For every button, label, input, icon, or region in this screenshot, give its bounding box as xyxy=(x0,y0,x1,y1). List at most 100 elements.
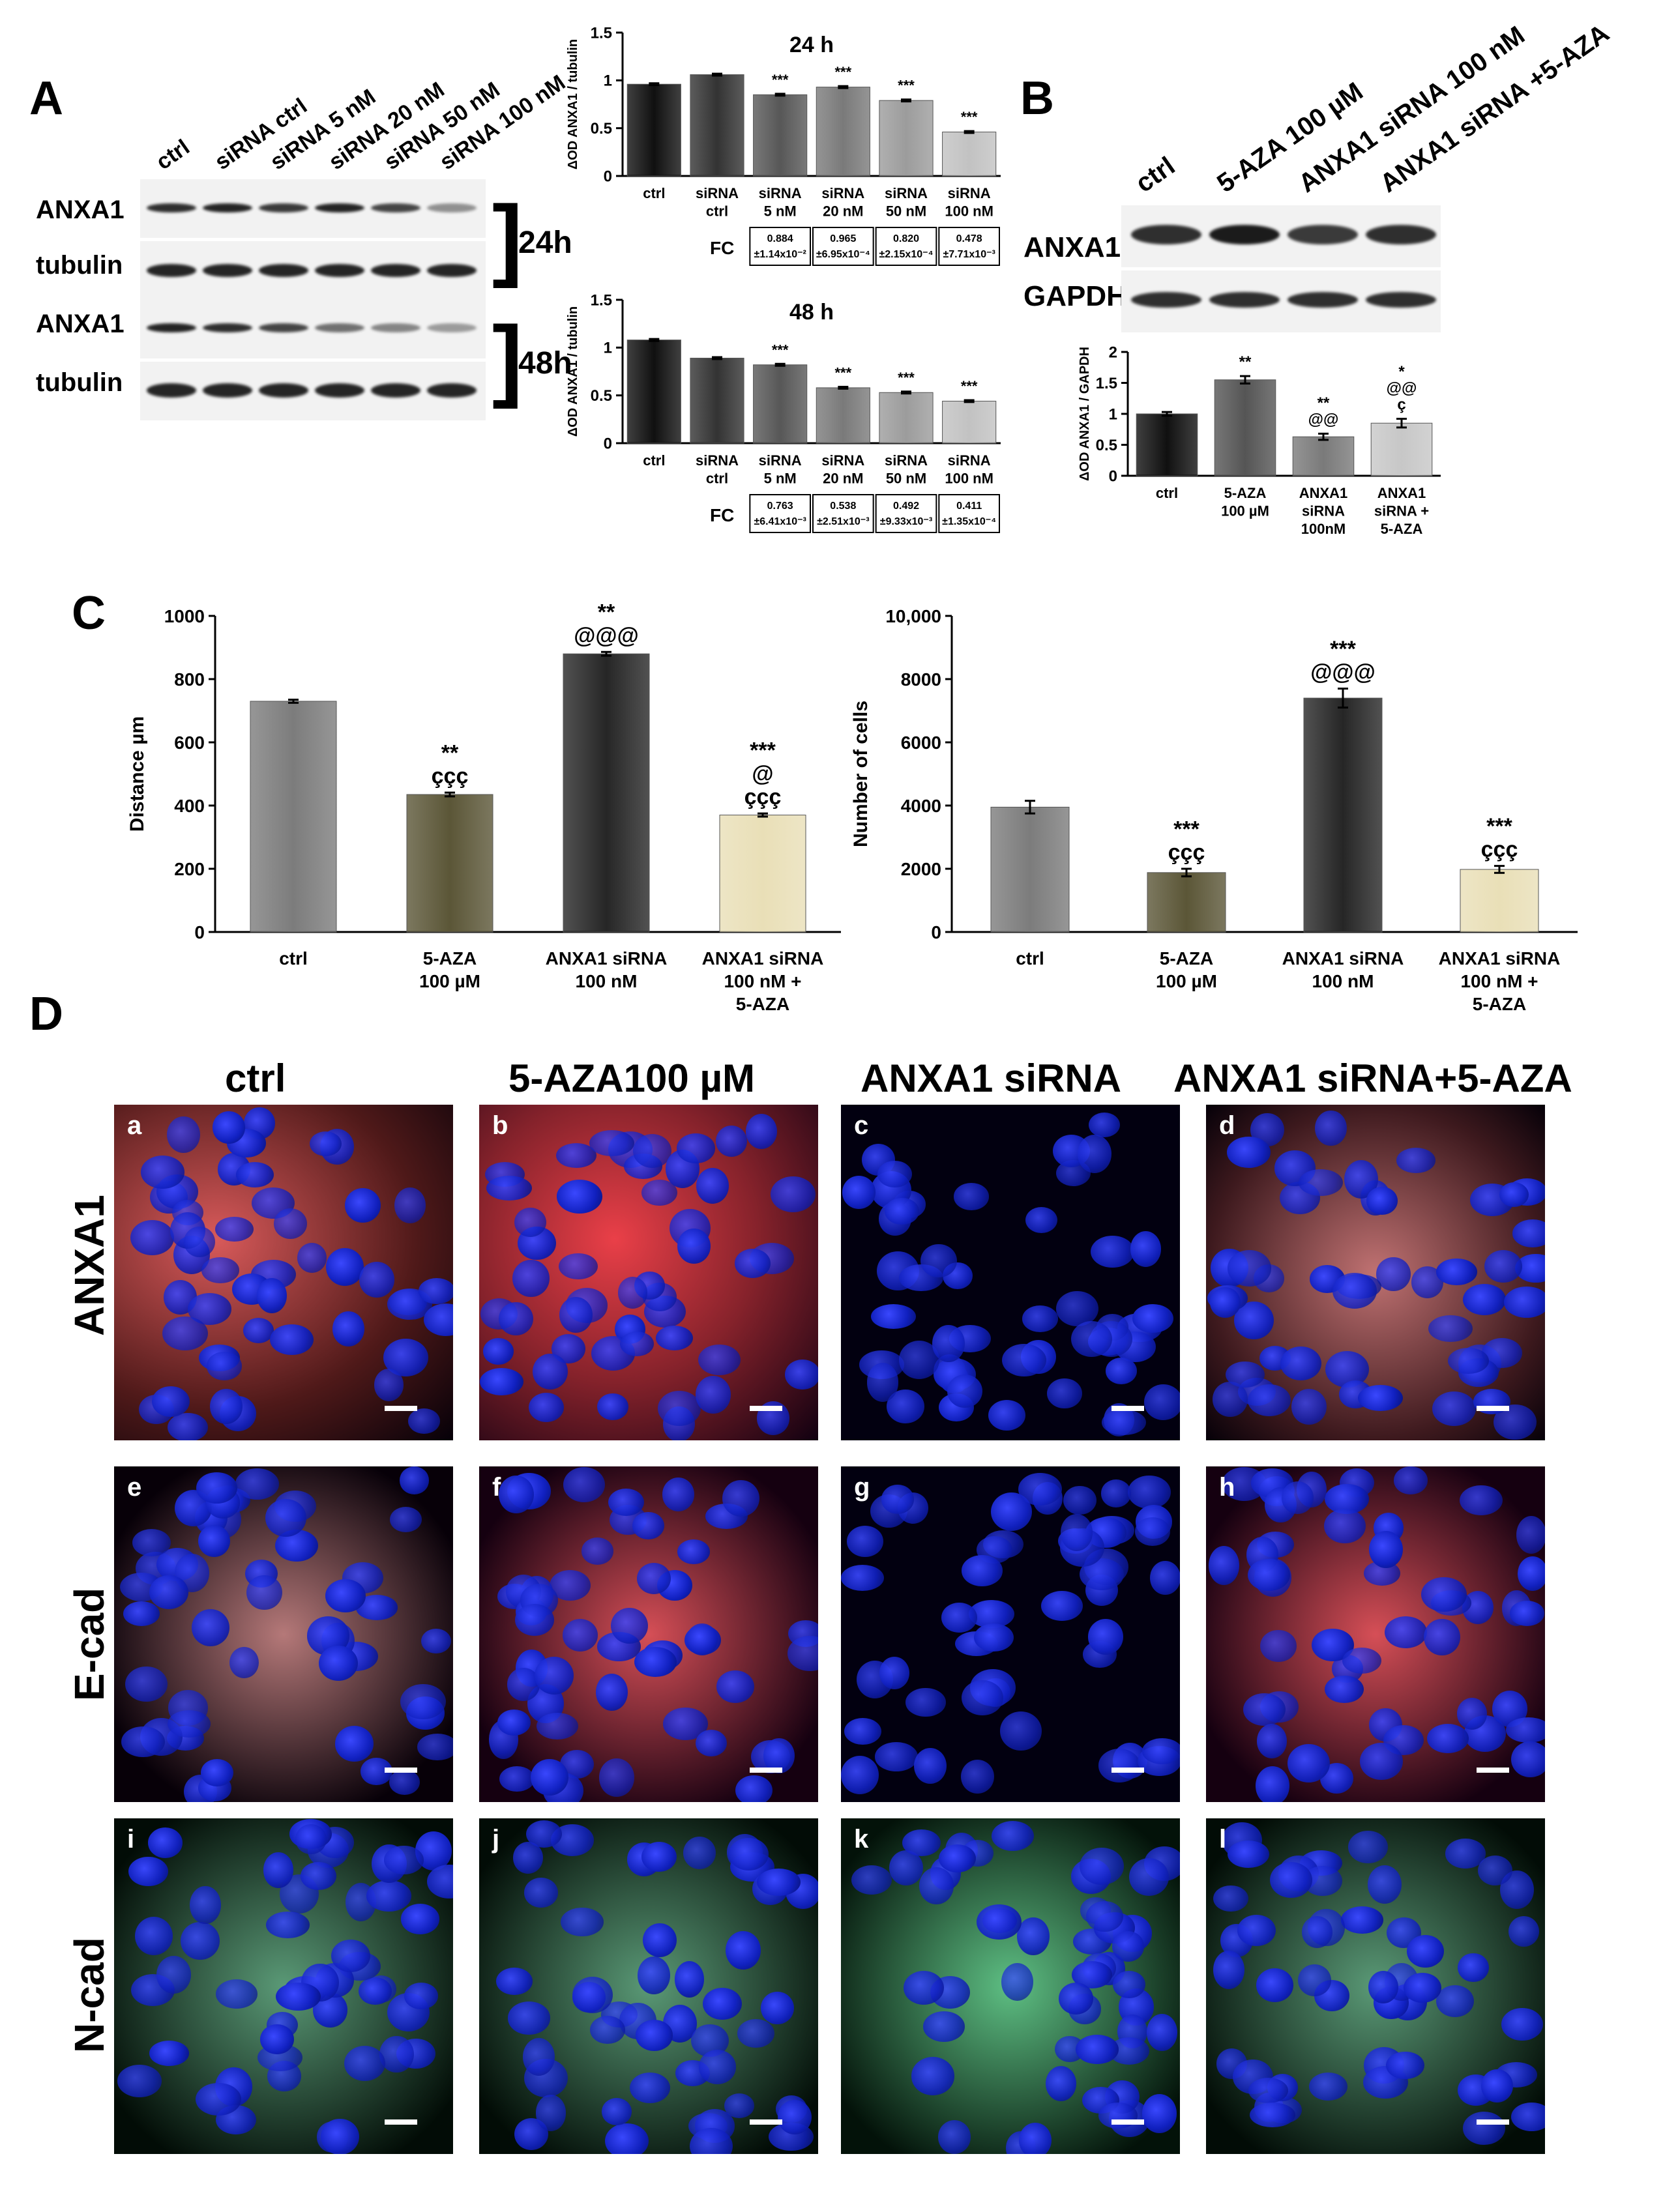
fc-error: ±6.41x10⁻³ xyxy=(754,516,806,527)
bar xyxy=(406,794,493,933)
fc-cell xyxy=(875,494,937,533)
significance-label: *** xyxy=(961,378,978,394)
nucleus xyxy=(1063,1486,1096,1515)
fc-cell xyxy=(812,494,874,533)
nucleus xyxy=(1368,1970,1398,2004)
micrograph-letter: l xyxy=(1219,1825,1227,1854)
nucleus xyxy=(735,1775,773,1802)
nucleus xyxy=(1291,1388,1327,1425)
nucleus xyxy=(1484,1250,1523,1283)
nucleus xyxy=(149,2041,190,2066)
significance-label: ** xyxy=(441,740,459,765)
nucleus xyxy=(662,1477,695,1511)
nucleus xyxy=(132,1529,171,1557)
nucleus xyxy=(1077,1134,1112,1173)
category-label: 100 µM xyxy=(1221,503,1269,519)
nucleus xyxy=(581,1537,614,1565)
nucleus xyxy=(374,1368,404,1401)
nucleus xyxy=(602,2098,632,2125)
nucleus xyxy=(866,1363,899,1402)
nucleus xyxy=(632,1133,672,1169)
nucleus xyxy=(844,1718,881,1745)
significance-label: *** xyxy=(961,109,978,125)
nucleus xyxy=(1324,1508,1366,1543)
category-label: ANXA1 xyxy=(1377,485,1426,501)
y-axis-label: Distance µm xyxy=(126,716,148,832)
fc-value: 0.884 xyxy=(767,233,793,244)
nucleus xyxy=(877,1161,912,1187)
micrograph: f xyxy=(479,1466,818,1802)
nucleus xyxy=(1098,2103,1138,2129)
nucleus xyxy=(841,1756,879,1794)
column-title: ctrl xyxy=(225,1056,286,1100)
nucleus xyxy=(1501,2007,1544,2041)
nucleus xyxy=(332,1311,364,1346)
significance-label: ** xyxy=(598,600,615,625)
nucleus xyxy=(215,1216,254,1242)
nucleus xyxy=(1018,2122,1052,2154)
y-tick-label: 1.5 xyxy=(591,291,612,309)
nucleus xyxy=(1098,1749,1141,1783)
significance-label: *** xyxy=(834,64,851,80)
nucleus xyxy=(1150,1560,1180,1595)
nucleus xyxy=(321,2118,359,2154)
nucleus xyxy=(399,1466,430,1495)
nucleus xyxy=(263,1852,293,1888)
nucleus xyxy=(1297,1964,1332,1997)
bar xyxy=(1460,869,1539,933)
category-label: 5-AZA xyxy=(736,994,789,1014)
nucleus xyxy=(698,2050,737,2084)
nucleus xyxy=(716,1670,754,1703)
nucleus xyxy=(953,1183,990,1210)
nucleus xyxy=(1018,1472,1062,1506)
nucleus xyxy=(379,2035,414,2073)
bar xyxy=(1370,422,1433,476)
nucleus xyxy=(344,2045,385,2081)
significance-label: * xyxy=(1398,363,1405,381)
category-label: 5 nM xyxy=(764,471,797,487)
nucleus xyxy=(529,1392,565,1422)
chart-A-24h: 0 0.5 1 1.5 ΔOD ANXA1 / tubulin 24 h ctrl siRNA… xyxy=(566,24,1001,266)
nucleus xyxy=(383,1846,424,1874)
fc-value: 0.763 xyxy=(767,501,793,512)
nucleus xyxy=(1001,1962,1033,2001)
bar xyxy=(816,387,870,444)
nucleus xyxy=(641,1841,677,1872)
nucleus xyxy=(525,1820,562,1848)
nucleus xyxy=(1101,1409,1147,1435)
category-label: ANXA1 siRNA xyxy=(702,948,824,968)
nucleus xyxy=(634,1647,677,1678)
significance-label: *** xyxy=(750,738,776,763)
nucleus xyxy=(690,2128,733,2154)
nucleus xyxy=(842,1176,876,1210)
nucleus xyxy=(737,2019,774,2048)
blot-band xyxy=(371,383,420,398)
nucleus xyxy=(1259,1629,1297,1663)
nucleus xyxy=(629,2072,671,2104)
blot-band xyxy=(1131,225,1201,244)
y-tick-label: 10,000 xyxy=(885,606,941,626)
nucleus xyxy=(572,1977,613,2014)
nucleus xyxy=(417,1734,453,1760)
category-label: ctrl xyxy=(1156,485,1178,501)
scale-bar xyxy=(1111,2119,1144,2125)
nucleus xyxy=(1458,1953,1489,1982)
nucleus xyxy=(497,1709,531,1736)
significance-label: ç xyxy=(1397,396,1405,414)
nucleus xyxy=(898,1341,939,1379)
bar xyxy=(942,132,997,177)
column-title: ANXA1 siRNA+5-AZA xyxy=(1173,1056,1572,1100)
nucleus xyxy=(1213,1885,1249,1912)
nucleus xyxy=(366,1880,412,1912)
nucleus xyxy=(1325,1675,1364,1704)
category-label: siRNA xyxy=(759,185,802,201)
nucleus xyxy=(716,1126,747,1157)
category-label: ctrl xyxy=(643,452,665,469)
nucleus xyxy=(1499,1182,1529,1208)
y-tick-label: 0.5 xyxy=(591,387,612,405)
y-tick-label: 6000 xyxy=(901,733,941,753)
category-label: 100 nM + xyxy=(724,971,801,991)
category-label: 100 µM xyxy=(1156,971,1217,991)
nucleus xyxy=(1248,1558,1290,1592)
nucleus xyxy=(745,1113,777,1149)
